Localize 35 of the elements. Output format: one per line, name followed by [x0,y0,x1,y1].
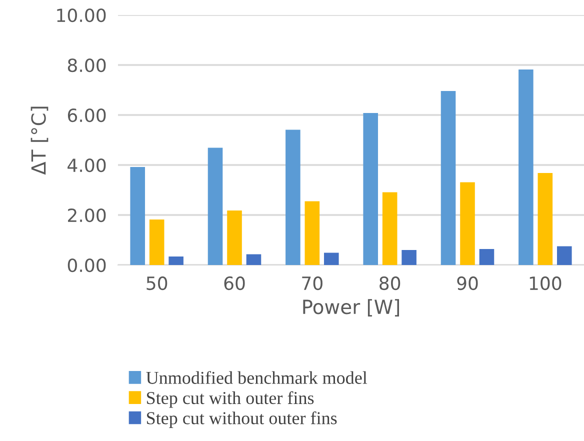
x-axis-title: Power [W] [303,299,400,316]
bar [208,148,223,265]
bar [246,254,262,265]
legend-label: Step cut without outer fins [147,411,337,428]
y-tick-label: 2.00 [68,208,106,222]
y-tick-label: 6.00 [68,108,106,122]
bar [324,252,339,265]
x-tick-label: 60 [224,276,245,290]
bar [460,182,475,265]
bar [149,220,164,265]
x-tick-label: 100 [530,276,562,290]
bar [363,113,378,265]
bar [382,192,398,265]
bar [286,130,300,265]
bar [304,201,320,265]
x-tick-label: 70 [302,276,322,290]
legend-label: Step cut with outer fins [147,391,314,408]
y-tick-label: 0.00 [68,258,106,272]
bar [168,256,184,265]
bar [440,91,456,265]
y-tick-label: 4.00 [68,158,106,172]
x-tick-label: 80 [380,276,400,290]
bar [557,246,572,265]
y-axis-title: ΔT [°C] [30,106,48,175]
bar [227,210,242,265]
x-tick-label: 90 [457,276,478,290]
bar [538,173,553,265]
legend-label: Unmodified benchmark model [146,371,368,384]
y-tick-label: 10.00 [57,8,106,22]
y-tick-label: 8.00 [68,58,106,72]
bar [130,167,145,265]
x-tick-label: 50 [146,276,168,290]
bar [402,250,416,265]
bar [518,70,534,265]
bar [479,249,494,265]
